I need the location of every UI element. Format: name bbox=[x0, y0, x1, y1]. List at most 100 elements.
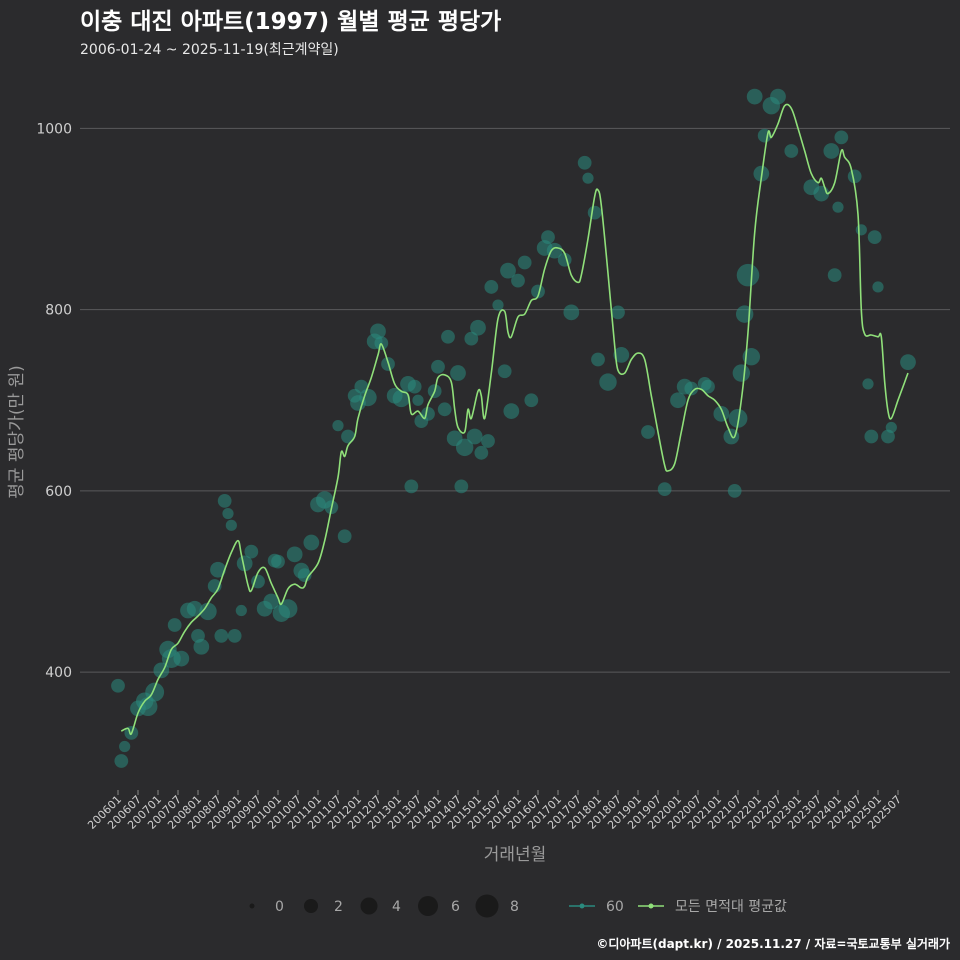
data-point-30 bbox=[263, 593, 280, 610]
data-point-77 bbox=[500, 262, 516, 279]
y-axis-title: 평균 평당가(만 원) bbox=[7, 365, 27, 499]
data-point-38 bbox=[303, 534, 320, 551]
data-point-110 bbox=[746, 88, 763, 105]
data-point-96 bbox=[657, 482, 672, 496]
data-point-24 bbox=[227, 629, 242, 643]
size-legend-label-2: 2 bbox=[334, 899, 343, 915]
data-point-93 bbox=[611, 305, 625, 320]
series-legend-label-avg: 모든 면적대 평균값 bbox=[675, 899, 787, 915]
legend: 0 2 4 6 8 60 모든 면적대 평균값 bbox=[249, 894, 787, 918]
data-point-72 bbox=[474, 445, 489, 460]
data-point-23 bbox=[225, 519, 237, 531]
y-tick-label-1000: 1000 bbox=[36, 121, 72, 137]
data-point-66 bbox=[450, 365, 466, 381]
data-point-95 bbox=[641, 425, 655, 439]
data-point-70 bbox=[466, 428, 483, 445]
data-point-79 bbox=[511, 273, 525, 288]
size-legend-swatch-2 bbox=[304, 899, 318, 913]
chart-title: 이충 대진 아파트(1997) 월별 평균 평당가 bbox=[80, 9, 501, 35]
data-point-94 bbox=[613, 347, 630, 363]
data-point-84 bbox=[541, 230, 555, 244]
data-point-129 bbox=[885, 421, 897, 434]
chart-subtitle: 2006-01-24 ~ 2025-11-19(최근계약일) bbox=[80, 42, 339, 58]
data-point-101 bbox=[701, 379, 715, 394]
size-legend-swatch-0 bbox=[249, 903, 255, 909]
data-point-71 bbox=[470, 319, 486, 336]
series-legend-label-60: 60 bbox=[606, 899, 624, 915]
data-point-34 bbox=[278, 599, 298, 619]
data-point-54 bbox=[392, 389, 411, 408]
data-point-11 bbox=[167, 618, 182, 632]
data-point-63 bbox=[437, 402, 452, 417]
data-point-44 bbox=[341, 429, 355, 444]
data-point-89 bbox=[582, 172, 594, 184]
series-legend-swatch-point-60 bbox=[579, 903, 585, 909]
series-legend-swatch-point-avg bbox=[648, 903, 654, 909]
y-tick-labels: 400 600 800 1000 bbox=[36, 121, 72, 681]
data-point-37 bbox=[297, 568, 312, 583]
data-point-68 bbox=[455, 438, 474, 457]
data-point-0 bbox=[111, 678, 125, 693]
data-point-123 bbox=[855, 224, 867, 236]
data-point-88 bbox=[577, 155, 592, 170]
data-point-120 bbox=[832, 201, 844, 213]
size-legend: 0 2 4 6 8 bbox=[249, 894, 519, 918]
data-point-2 bbox=[119, 740, 131, 753]
data-point-106 bbox=[732, 364, 751, 382]
data-point-118 bbox=[823, 143, 840, 159]
y-tick-label-800: 800 bbox=[45, 303, 72, 319]
data-point-122 bbox=[847, 169, 862, 184]
data-point-115 bbox=[784, 144, 799, 158]
x-axis-title: 거래년월 bbox=[484, 845, 547, 865]
data-point-124 bbox=[862, 378, 874, 390]
size-legend-label-0: 0 bbox=[275, 899, 284, 915]
data-point-17 bbox=[199, 602, 217, 621]
data-point-20 bbox=[214, 629, 229, 643]
chart-caption: ©디아파트(dapt.kr) / 2025.11.27 / 자료=국토교통부 실… bbox=[596, 936, 950, 951]
data-point-125 bbox=[864, 429, 879, 444]
data-point-50 bbox=[370, 323, 386, 340]
size-legend-swatch-8 bbox=[475, 894, 499, 918]
size-legend-label-4: 4 bbox=[392, 899, 401, 915]
data-point-97 bbox=[670, 392, 686, 409]
data-point-82 bbox=[531, 284, 545, 299]
data-point-75 bbox=[492, 299, 504, 311]
data-point-81 bbox=[524, 393, 539, 408]
data-point-92 bbox=[599, 373, 617, 391]
data-point-64 bbox=[441, 329, 455, 344]
size-legend-swatch-4 bbox=[360, 897, 378, 915]
data-point-26 bbox=[236, 555, 253, 572]
data-point-128 bbox=[881, 429, 895, 444]
data-point-107 bbox=[735, 305, 754, 323]
y-tick-label-600: 600 bbox=[45, 484, 72, 500]
size-legend-swatch-6 bbox=[418, 896, 438, 916]
data-point-119 bbox=[827, 268, 842, 283]
data-point-104 bbox=[727, 484, 742, 498]
y-gridlines bbox=[80, 127, 950, 673]
data-point-67 bbox=[454, 479, 469, 494]
data-point-35 bbox=[286, 546, 303, 563]
data-point-126 bbox=[867, 230, 882, 244]
data-point-48 bbox=[359, 388, 377, 407]
data-point-57 bbox=[407, 379, 422, 394]
data-point-27 bbox=[244, 544, 259, 559]
data-point-90 bbox=[587, 205, 602, 220]
data-point-74 bbox=[484, 280, 499, 294]
data-point-56 bbox=[404, 479, 419, 494]
data-point-80 bbox=[517, 255, 532, 270]
data-point-99 bbox=[684, 381, 699, 396]
data-point-121 bbox=[834, 130, 849, 145]
data-point-32 bbox=[271, 554, 285, 569]
data-point-78 bbox=[503, 403, 520, 419]
data-point-43 bbox=[337, 529, 352, 544]
size-legend-label-8: 8 bbox=[510, 899, 519, 915]
size-legend-label-6: 6 bbox=[451, 899, 460, 915]
data-point-19 bbox=[210, 561, 226, 578]
average-line-group bbox=[120, 103, 909, 736]
data-point-12 bbox=[173, 650, 190, 667]
data-point-76 bbox=[497, 364, 512, 379]
data-point-62 bbox=[431, 359, 445, 374]
data-point-25 bbox=[235, 604, 247, 617]
